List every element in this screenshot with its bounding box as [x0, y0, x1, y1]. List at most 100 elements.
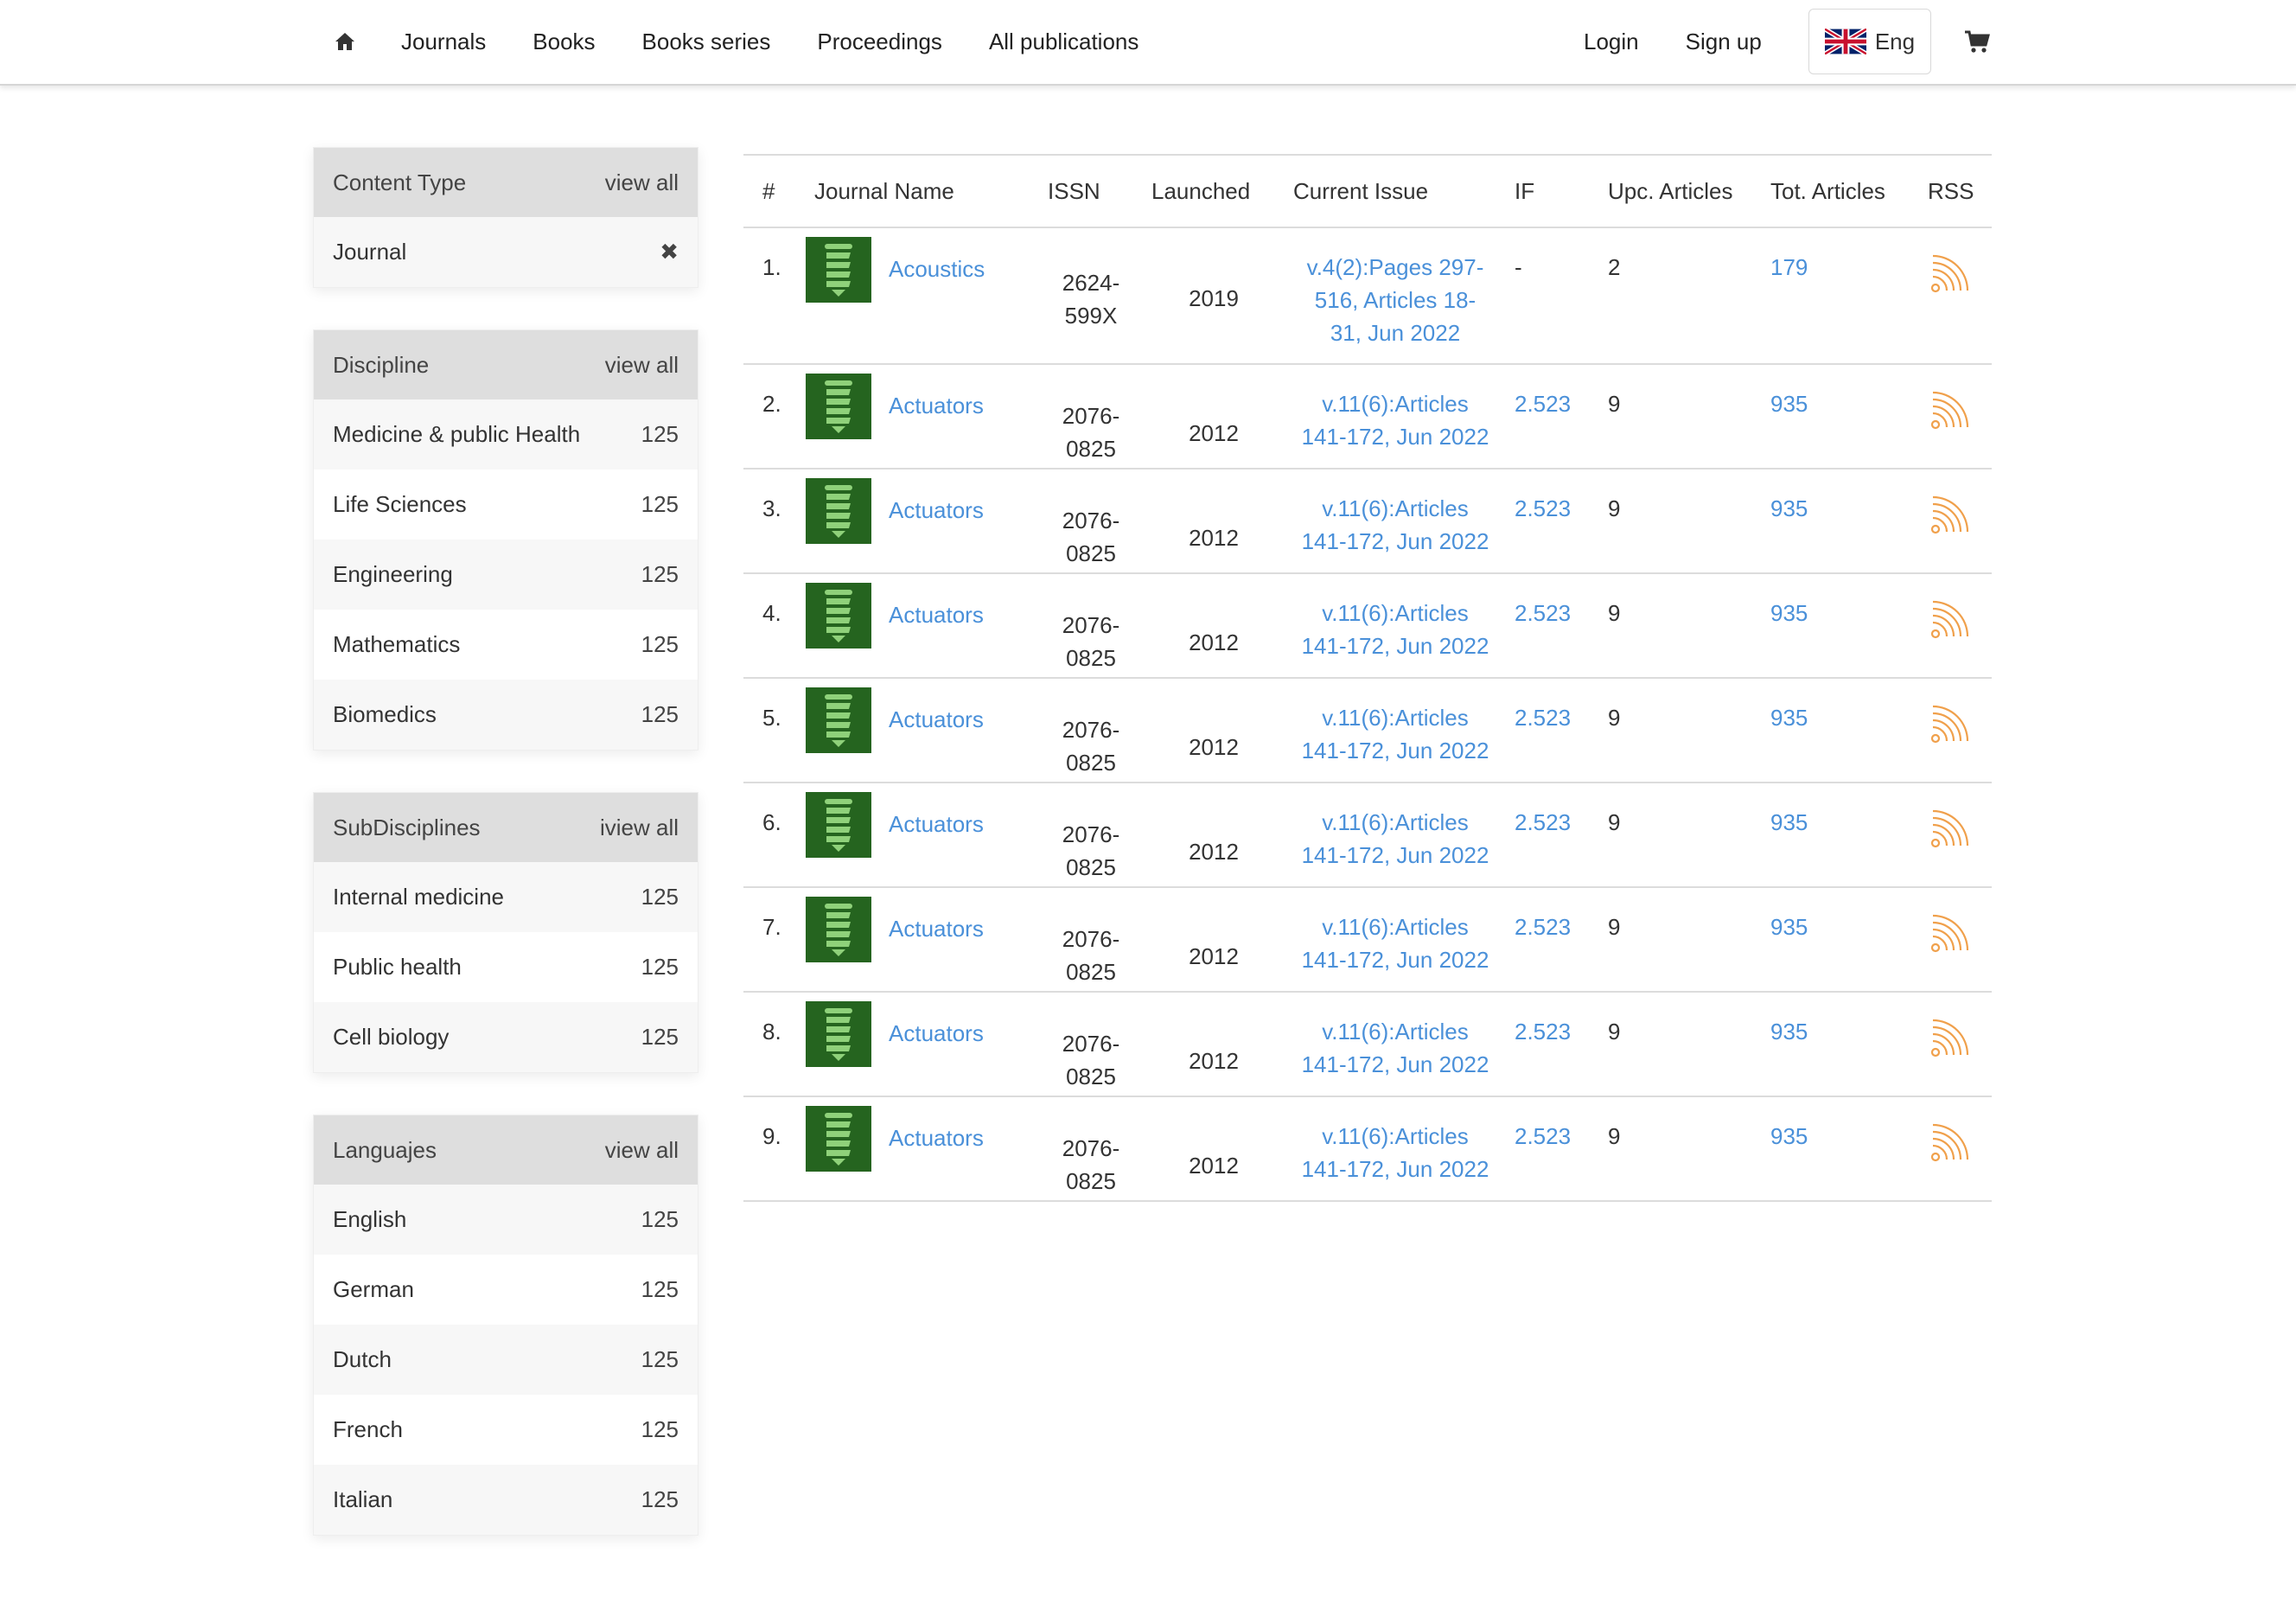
current-issue-link[interactable]: v.11(6):Articles 141-172, Jun 2022 — [1285, 469, 1506, 573]
discipline-view-all[interactable]: view all — [604, 351, 679, 378]
upcoming-articles: 9 — [1608, 1123, 1621, 1149]
filter-count: 125 — [641, 884, 679, 910]
current-issue-link[interactable]: v.11(6):Articles 141-172, Jun 2022 — [1285, 1096, 1506, 1201]
col-tot-articles: Tot. Articles — [1770, 177, 1885, 204]
impact-factor-link[interactable]: 2.523 — [1515, 705, 1572, 731]
journal-name-link[interactable]: Actuators — [889, 602, 984, 628]
upcoming-articles: 9 — [1608, 809, 1621, 835]
subdiscipline-item[interactable]: Public health 125 — [314, 932, 698, 1002]
journal-logo-icon[interactable] — [806, 687, 871, 753]
current-issue-link[interactable]: v.11(6):Articles 141-172, Jun 2022 — [1285, 783, 1506, 887]
table-row: 5. Actuators 2076- 0825 — [743, 678, 1992, 783]
nav-journals[interactable]: Journals — [401, 28, 487, 54]
discipline-item[interactable]: Biomedics 125 — [314, 680, 698, 750]
impact-factor-link[interactable]: 2.523 — [1515, 914, 1572, 940]
journal-name-link[interactable]: Actuators — [889, 706, 984, 732]
language-selector[interactable]: Eng — [1808, 9, 1932, 74]
language-item[interactable]: Dutch 125 — [314, 1325, 698, 1395]
journal-name-link[interactable]: Acoustics — [889, 256, 985, 282]
rss-feed-icon[interactable] — [1919, 573, 1992, 678]
current-issue-link[interactable]: v.11(6):Articles 141-172, Jun 2022 — [1285, 992, 1506, 1096]
issn-cell: 2076- 0825 — [1039, 887, 1143, 992]
impact-factor-link[interactable]: 2.523 — [1515, 809, 1572, 835]
total-articles-link[interactable]: 935 — [1770, 1019, 1808, 1045]
rss-feed-icon[interactable] — [1919, 469, 1992, 573]
current-issue-link[interactable]: v.4(2):Pages 297- 516, Articles 18- 31, … — [1285, 227, 1506, 364]
language-item[interactable]: French 125 — [314, 1395, 698, 1465]
journal-logo-icon[interactable] — [806, 792, 871, 858]
journal-logo-icon[interactable] — [806, 583, 871, 648]
language-item[interactable]: Italian 125 — [314, 1465, 698, 1535]
journal-name-wrap: Acoustics — [806, 237, 1039, 303]
nav-books[interactable]: Books — [533, 28, 596, 54]
remove-filter-icon[interactable]: ✖ — [660, 239, 679, 265]
language-item[interactable]: English 125 — [314, 1185, 698, 1255]
journal-logo-icon[interactable] — [806, 897, 871, 962]
discipline-item[interactable]: Medicine & public Health 125 — [314, 399, 698, 470]
filter-sidebar: Content Type view all Journal ✖ Discipli… — [313, 147, 698, 1577]
launched-cell: 2019 — [1189, 285, 1239, 311]
issn-line-2: 0825 — [1066, 959, 1116, 985]
total-articles-link[interactable]: 935 — [1770, 600, 1808, 626]
journal-logo-icon[interactable] — [806, 237, 871, 303]
signup-link[interactable]: Sign up — [1685, 28, 1762, 54]
rss-feed-icon[interactable] — [1919, 992, 1992, 1096]
impact-factor-link[interactable]: 2.523 — [1515, 495, 1572, 521]
total-articles-link[interactable]: 935 — [1770, 391, 1808, 417]
journal-name-cell: Actuators — [806, 1096, 1039, 1201]
total-articles-link[interactable]: 935 — [1770, 1123, 1808, 1149]
col-upc-articles: Upc. Articles — [1608, 177, 1733, 204]
shopping-cart-icon[interactable] — [1964, 29, 1991, 54]
journal-name-link[interactable]: Actuators — [889, 393, 984, 418]
nav-all-publications[interactable]: All publications — [988, 28, 1139, 54]
home-icon[interactable] — [334, 0, 356, 83]
row-number: 8. — [762, 1019, 781, 1045]
journal-logo-icon[interactable] — [806, 374, 871, 439]
subdisciplines-view-all[interactable]: iview all — [599, 814, 679, 840]
impact-factor-link[interactable]: 2.523 — [1515, 1019, 1572, 1045]
journal-logo-icon[interactable] — [806, 1106, 871, 1172]
discipline-item[interactable]: Life Sciences 125 — [314, 470, 698, 540]
discipline-item[interactable]: Mathematics 125 — [314, 610, 698, 680]
discipline-item[interactable]: Engineering 125 — [314, 540, 698, 610]
languages-view-all[interactable]: view all — [604, 1136, 679, 1163]
rss-feed-icon[interactable] — [1919, 887, 1992, 992]
current-issue-link[interactable]: v.11(6):Articles 141-172, Jun 2022 — [1285, 678, 1506, 783]
current-issue-link[interactable]: v.11(6):Articles 141-172, Jun 2022 — [1285, 573, 1506, 678]
journal-name-link[interactable]: Actuators — [889, 1020, 984, 1046]
filter-label: Internal medicine — [333, 884, 504, 910]
rss-feed-icon[interactable] — [1919, 678, 1992, 783]
rss-feed-icon[interactable] — [1919, 364, 1992, 469]
total-articles-link[interactable]: 179 — [1770, 254, 1808, 280]
current-issue-link[interactable]: v.11(6):Articles 141-172, Jun 2022 — [1285, 887, 1506, 992]
journal-name-link[interactable]: Actuators — [889, 916, 984, 942]
journal-logo-icon[interactable] — [806, 478, 871, 544]
rss-feed-icon[interactable] — [1919, 227, 1992, 364]
total-articles-link[interactable]: 935 — [1770, 914, 1808, 940]
journal-logo-icon[interactable] — [806, 1001, 871, 1067]
table-row: 3. Actuators 2076- 0825 — [743, 469, 1992, 573]
subdiscipline-item[interactable]: Internal medicine 125 — [314, 862, 698, 932]
content-type-view-all[interactable]: view all — [604, 169, 679, 195]
login-link[interactable]: Login — [1584, 28, 1639, 54]
impact-factor-link[interactable]: 2.523 — [1515, 391, 1572, 417]
nav-books-series[interactable]: Books series — [641, 28, 771, 54]
impact-factor-link[interactable]: 2.523 — [1515, 600, 1572, 626]
upcoming-articles: 9 — [1608, 495, 1621, 521]
total-articles-link[interactable]: 935 — [1770, 705, 1808, 731]
rss-feed-icon[interactable] — [1919, 783, 1992, 887]
journal-name-link[interactable]: Actuators — [889, 497, 984, 523]
total-articles-link[interactable]: 935 — [1770, 495, 1808, 521]
table-header-row: # Journal Name ISSN Launched Current Iss… — [743, 155, 1992, 227]
nav-proceedings[interactable]: Proceedings — [817, 28, 942, 54]
total-articles-link[interactable]: 935 — [1770, 809, 1808, 835]
col-launched: Launched — [1151, 177, 1251, 204]
subdiscipline-item[interactable]: Cell biology 125 — [314, 1002, 698, 1072]
content-type-item-journal: Journal ✖ — [314, 217, 698, 287]
rss-feed-icon[interactable] — [1919, 1096, 1992, 1201]
impact-factor-link[interactable]: 2.523 — [1515, 1123, 1572, 1149]
current-issue-link[interactable]: v.11(6):Articles 141-172, Jun 2022 — [1285, 364, 1506, 469]
journal-name-link[interactable]: Actuators — [889, 1125, 984, 1151]
language-item[interactable]: German 125 — [314, 1255, 698, 1325]
journal-name-link[interactable]: Actuators — [889, 811, 984, 837]
